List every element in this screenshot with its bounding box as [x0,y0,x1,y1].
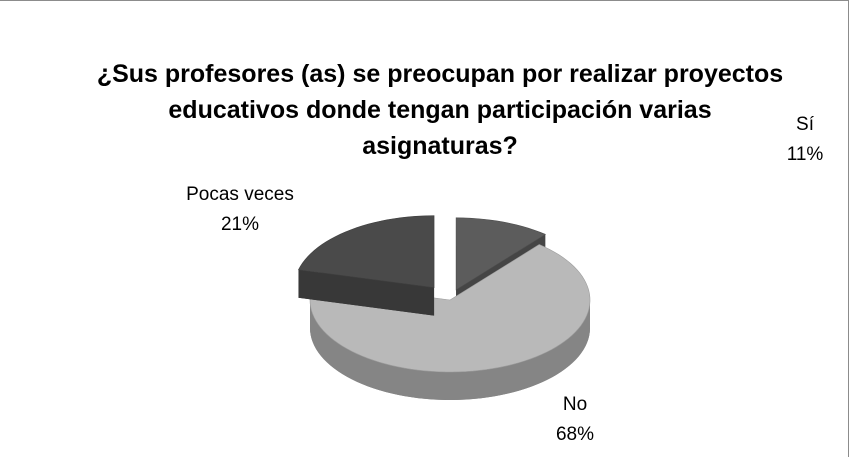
slice-label: Sí [796,114,815,135]
slice-label: No [563,394,587,415]
slice-value-label: 11% [787,144,824,165]
slice [297,215,435,316]
chart-title: ¿Sus profesores (as) se preocupan por re… [96,60,784,160]
slice-top [455,217,546,291]
slice-top [297,215,435,289]
slice-edge [298,269,435,316]
slice [309,244,591,400]
slice-side [310,300,590,400]
slice-top [309,244,591,373]
slice-value-label: 21% [221,214,259,235]
slice-value-label: 68% [556,424,594,445]
slice-label: Pocas veces [186,184,294,205]
